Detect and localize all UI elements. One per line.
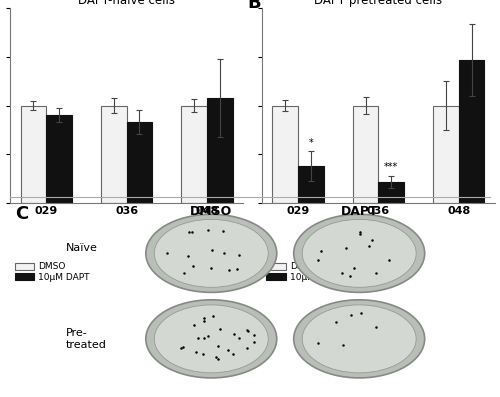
Ellipse shape [294, 300, 424, 378]
Bar [298, 166, 324, 203]
Title: DAPT pretreated cells: DAPT pretreated cells [314, 0, 442, 7]
Bar [378, 182, 404, 203]
Ellipse shape [146, 300, 277, 378]
Text: DAPT: DAPT [340, 205, 378, 218]
Text: *: * [308, 137, 314, 148]
Bar [126, 122, 152, 203]
Ellipse shape [154, 220, 268, 287]
Text: DMSO: DMSO [190, 205, 232, 218]
Ellipse shape [294, 214, 424, 292]
Legend: DMSO, 10μM DAPT: DMSO, 10μM DAPT [14, 262, 90, 282]
Text: ***: *** [384, 162, 398, 172]
Text: B: B [248, 0, 262, 12]
Bar [46, 115, 72, 203]
Bar [352, 106, 378, 203]
Ellipse shape [302, 220, 416, 287]
Ellipse shape [146, 214, 277, 292]
Bar [458, 60, 484, 203]
Title: DAPT-naïve cells: DAPT-naïve cells [78, 0, 175, 7]
Text: C: C [15, 205, 28, 223]
Bar [181, 106, 207, 203]
Bar [101, 106, 126, 203]
Bar [20, 106, 46, 203]
Bar [433, 106, 458, 203]
Legend: DMSO, 10μM DAPT: DMSO, 10μM DAPT [266, 262, 342, 282]
Bar [207, 98, 233, 203]
Text: Naïve: Naïve [66, 243, 98, 253]
Text: Pre-
treated: Pre- treated [66, 328, 106, 350]
Bar [272, 106, 298, 203]
Ellipse shape [154, 305, 268, 373]
Ellipse shape [302, 305, 416, 373]
